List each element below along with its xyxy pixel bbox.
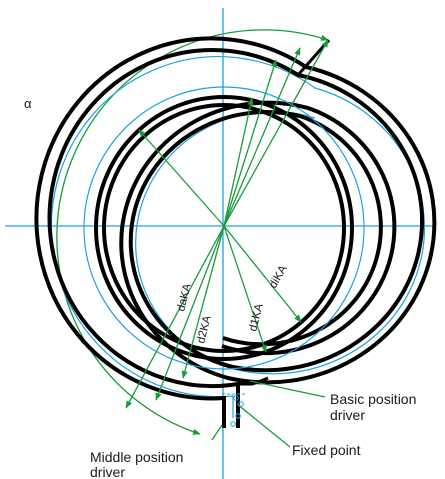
- radial-dimension-lines: [125, 39, 329, 409]
- middle-position-label-line2: driver: [90, 464, 125, 479]
- dim-label-d1KA: d1KA: [247, 302, 266, 333]
- fixed-point-markers: [222, 393, 245, 427]
- dim-label-daKA: daKA: [175, 282, 194, 313]
- dim-label-d2KA: d2KA: [195, 314, 214, 345]
- angle-alpha-arc: [56, 29, 329, 435]
- middle-position-label-line1: Middle position: [90, 449, 183, 465]
- basic-position-label-line2: driver: [330, 407, 365, 423]
- angle-alpha-label: α: [24, 96, 32, 111]
- dim-label-diKA: diKA: [267, 263, 290, 290]
- innermost-coil: [83, 86, 365, 370]
- basic-position-label-line1: Basic position: [330, 391, 416, 407]
- callout-leaders: [211, 380, 326, 448]
- fixed-point-label: Fixed point: [292, 442, 361, 458]
